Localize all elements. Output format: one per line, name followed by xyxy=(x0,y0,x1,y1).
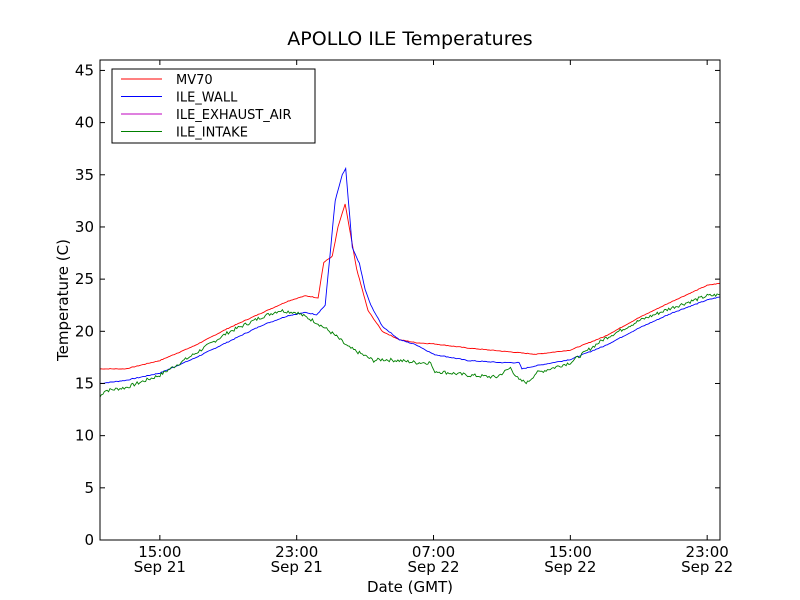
series-line-ile-wall xyxy=(99,166,721,384)
legend: MV70 ILE_WALL ILE_EXHAUST_AIR ILE_INTAKE xyxy=(111,68,316,144)
series-line-ile-intake xyxy=(99,293,721,398)
y-axis: 0 5 10 15 20 25 30 35 40 45 xyxy=(75,61,720,549)
legend-label: ILE_INTAKE xyxy=(176,126,248,141)
y-tick-label: 35 xyxy=(75,166,94,184)
x-tick-label-time: 23:00 xyxy=(275,543,318,561)
series-line-mv70 xyxy=(99,203,721,370)
x-tick-label-date: Sep 22 xyxy=(544,558,596,576)
x-tick-label-date: Sep 21 xyxy=(134,558,186,576)
legend-label: ILE_EXHAUST_AIR xyxy=(176,108,292,123)
x-tick-label-date: Sep 22 xyxy=(407,558,459,576)
y-tick-label: 45 xyxy=(75,61,94,79)
y-axis-label: Temperature (C) xyxy=(54,239,72,362)
x-tick-label-date: Sep 21 xyxy=(271,558,323,576)
y-tick-label: 15 xyxy=(75,374,94,392)
y-tick-label: 5 xyxy=(84,479,94,497)
y-tick-label: 30 xyxy=(75,218,94,236)
x-tick-label-date: Sep 22 xyxy=(681,558,733,576)
series-lines xyxy=(99,166,721,398)
legend-label: ILE_WALL xyxy=(176,91,238,106)
y-tick-label: 0 xyxy=(84,531,94,549)
legend-label: MV70 xyxy=(176,73,213,88)
chart-title: APOLLO ILE Temperatures xyxy=(287,28,532,50)
y-tick-label: 20 xyxy=(75,322,94,340)
legend-box xyxy=(111,68,316,144)
y-tick-label: 40 xyxy=(75,114,94,132)
y-tick-label: 25 xyxy=(75,270,94,288)
plot-frame xyxy=(99,59,721,541)
x-axis-label: Date (GMT) xyxy=(367,578,453,596)
x-tick-label-time: 07:00 xyxy=(412,543,455,561)
x-tick-label-time: 23:00 xyxy=(686,543,729,561)
x-tick-label-time: 15:00 xyxy=(549,543,592,561)
x-tick-label-time: 15:00 xyxy=(138,543,181,561)
y-tick-label: 10 xyxy=(75,427,94,445)
